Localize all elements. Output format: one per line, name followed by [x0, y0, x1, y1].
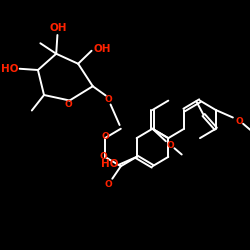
Text: HO: HO [101, 160, 118, 170]
Text: O: O [101, 132, 109, 141]
Text: O: O [235, 117, 243, 126]
Text: O: O [100, 152, 108, 162]
Text: O: O [105, 180, 112, 189]
Text: O: O [167, 140, 175, 149]
Text: OH: OH [50, 23, 68, 33]
Text: O: O [64, 100, 72, 109]
Text: OH: OH [93, 44, 110, 54]
Text: O: O [105, 96, 112, 104]
Text: HO: HO [1, 64, 18, 74]
